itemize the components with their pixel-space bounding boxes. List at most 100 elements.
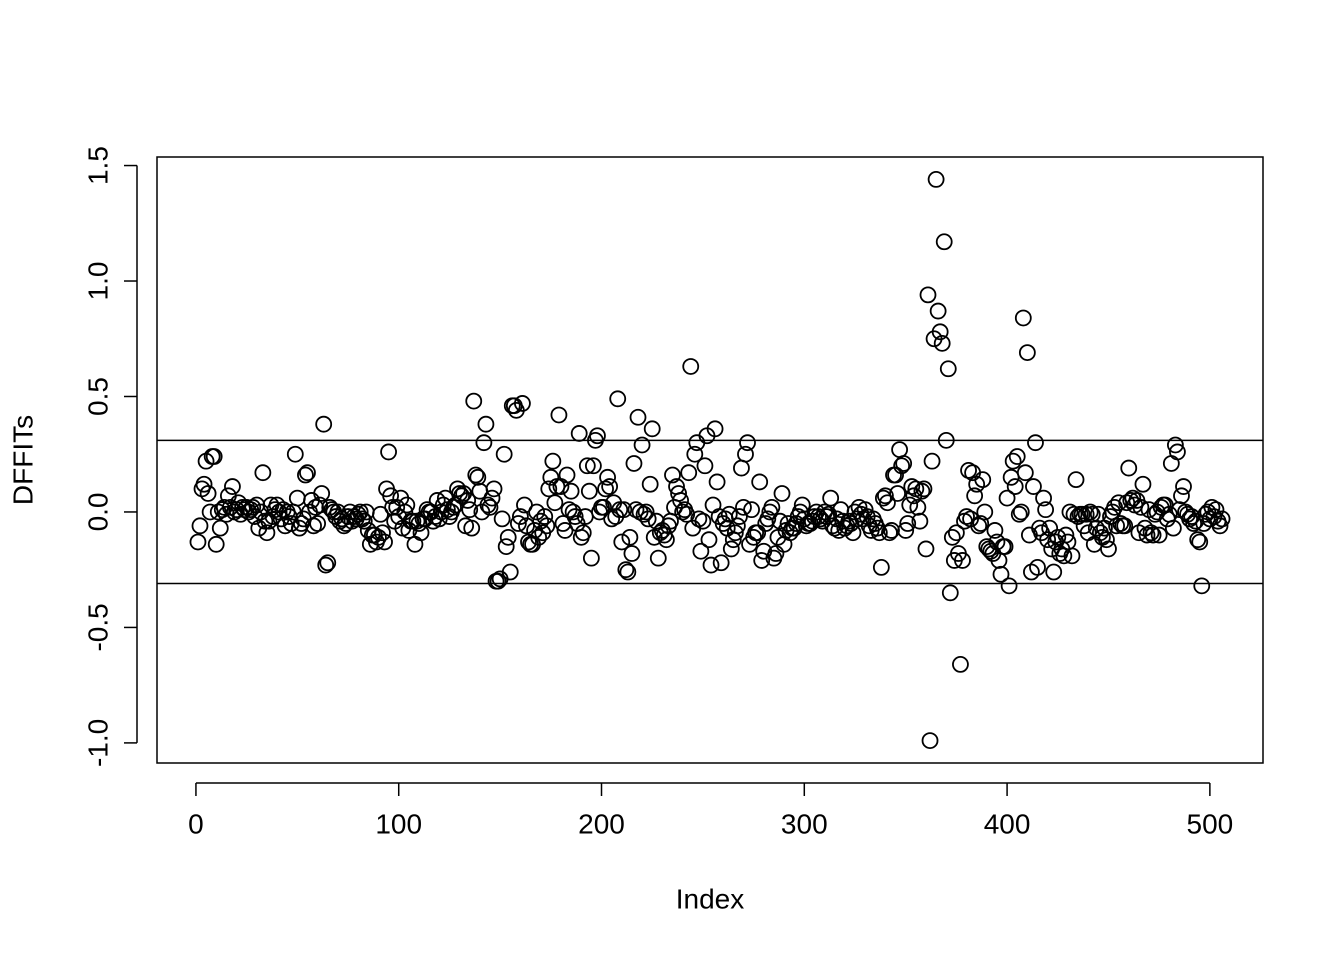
point [1045,563,1063,581]
point [485,480,503,498]
point [613,533,631,551]
point [735,498,752,516]
point [939,360,957,378]
point [254,464,272,482]
point [355,512,373,530]
point [501,563,519,581]
point [870,524,888,542]
point [763,498,781,516]
point [966,487,984,505]
point [976,503,994,521]
point [297,466,314,484]
point [682,358,700,375]
point [199,485,217,502]
point [720,505,738,523]
point [205,448,223,465]
point [544,452,562,470]
point [972,515,990,532]
y-tick-label: -1.0 [82,719,113,767]
point [321,498,339,516]
x-tick-label: 0 [188,808,204,839]
point [877,487,894,505]
point [589,427,606,445]
point [1205,508,1223,525]
point [1037,501,1055,519]
point [189,533,207,551]
point [1120,459,1138,477]
x-axis-label: Index [676,883,745,914]
point [960,461,977,479]
point [891,441,909,459]
point [952,655,969,673]
point [637,503,655,521]
point [1098,531,1115,549]
point [463,519,481,537]
point [388,498,406,516]
point [536,508,554,525]
point [1077,505,1095,523]
point [722,540,740,558]
point [483,489,501,507]
point [702,556,720,574]
point [374,524,391,542]
point [211,519,229,537]
point [1014,309,1032,327]
point [617,561,635,579]
point [704,496,722,514]
point [319,554,337,572]
point [1150,526,1168,544]
point [258,524,276,542]
point [406,535,424,553]
point [481,498,499,516]
y-tick-label: 1.5 [82,146,113,185]
point [445,498,462,516]
point [574,524,592,542]
point [542,468,560,486]
point [696,457,714,475]
point [773,485,791,502]
point [299,464,316,482]
point [1065,505,1083,523]
point [376,533,393,551]
point [1144,526,1162,544]
point [530,528,548,546]
point [499,528,517,546]
point [1193,577,1211,595]
point [1108,517,1125,535]
point [986,522,1004,539]
point [1211,517,1229,535]
point [1213,510,1231,528]
point [931,323,949,341]
point [597,480,614,498]
point [493,510,511,528]
point [1081,503,1099,521]
point [643,420,661,438]
point [700,531,718,549]
point [1169,443,1186,461]
point [256,512,274,530]
point [461,501,479,519]
point [286,445,304,463]
point [923,452,941,470]
point [759,510,777,528]
point [195,475,213,493]
y-tick-label: 1.0 [82,262,113,301]
point [1049,528,1067,546]
point [690,510,708,528]
point [1106,498,1123,516]
point [584,457,602,475]
y-axis-label: DFFITs [7,415,38,505]
point [917,540,935,558]
point [601,478,619,495]
point [929,302,947,320]
point [538,517,556,535]
point [1008,448,1026,465]
point [558,466,576,484]
point [1203,498,1221,516]
point [915,480,933,498]
point [1035,489,1052,507]
point [996,538,1014,556]
point [1116,517,1134,535]
point [664,466,681,484]
point [633,436,651,454]
